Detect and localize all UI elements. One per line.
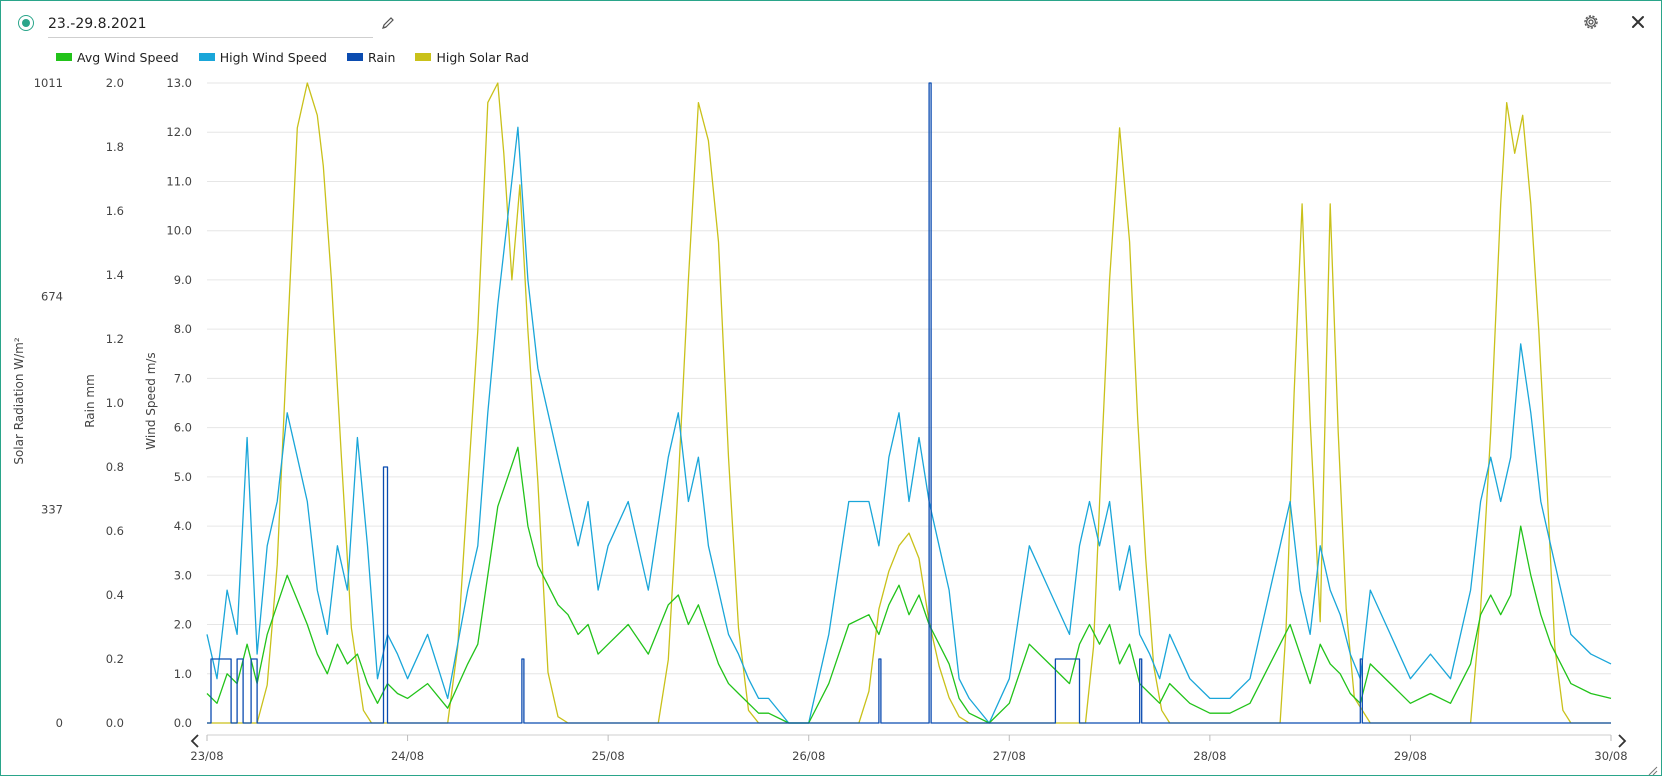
y-tick-label: 1011 — [34, 76, 63, 90]
y-tick-label: 10.0 — [166, 224, 192, 238]
x-tick-label: 27/08 — [993, 749, 1026, 763]
x-tick-label: 26/08 — [792, 749, 825, 763]
x-tick-label: 23/08 — [190, 749, 223, 763]
y-tick-label: 0.6 — [106, 524, 124, 538]
chart-legend: Avg Wind Speed High Wind Speed Rain High So… — [56, 47, 529, 67]
legend-item[interactable]: High Wind Speed — [198, 49, 327, 65]
x-tick-label: 24/08 — [391, 749, 424, 763]
y-tick-label: 13.0 — [166, 76, 192, 90]
y-tick-label: 1.0 — [174, 667, 192, 681]
y-tick-label: 1.8 — [106, 140, 124, 154]
y-tick-label: 2.0 — [106, 76, 124, 90]
series-line-rain — [207, 82, 1611, 724]
y-tick-label: 0.0 — [106, 716, 124, 730]
y-tick-label: 1.2 — [106, 332, 124, 346]
legend-swatch — [346, 53, 363, 61]
legend-label: High Solar Rad — [436, 49, 529, 65]
x-tick-label: 29/08 — [1394, 749, 1427, 763]
close-icon[interactable] — [1628, 12, 1648, 32]
header: 23.-29.8.2021 — [1, 1, 1661, 45]
gear-icon[interactable] — [1581, 12, 1601, 32]
legend-item[interactable]: Rain — [346, 49, 396, 65]
y-tick-label: 7.0 — [174, 371, 192, 385]
y-tick-label: 12.0 — [166, 125, 192, 139]
y-tick-label: 4.0 — [174, 519, 192, 533]
y-tick-label: 3.0 — [174, 568, 192, 582]
legend-label: Rain — [367, 49, 396, 65]
resize-icon[interactable] — [1646, 761, 1658, 776]
y-tick-label: 2.0 — [174, 618, 192, 632]
chevron-right-icon[interactable] — [1618, 734, 1627, 748]
y-tick-label: 11.0 — [166, 174, 192, 188]
legend-item[interactable]: Avg Wind Speed — [56, 50, 179, 65]
x-tick-label: 25/08 — [592, 749, 625, 763]
series-line-avg-wind-speed — [206, 446, 1612, 724]
y-tick-label: 337 — [41, 503, 63, 517]
x-tick-label: 30/08 — [1594, 749, 1627, 763]
y-tick-label: 0 — [56, 716, 63, 730]
date-range-title[interactable]: 23.-29.8.2021 — [48, 13, 373, 38]
y-axis-title: Solar Radiation W/m² — [12, 337, 26, 465]
legend-label: High Wind Speed — [219, 49, 327, 65]
status-dot-icon[interactable] — [18, 15, 34, 31]
y-tick-label: 0.8 — [106, 460, 124, 474]
x-tick-label: 28/08 — [1193, 749, 1226, 763]
y-tick-label: 1.0 — [106, 396, 124, 410]
y-tick-label: 6.0 — [174, 421, 192, 435]
y-tick-label: 1.4 — [106, 268, 124, 282]
pencil-icon[interactable] — [380, 15, 396, 31]
y-axis-title: Rain mm — [83, 374, 97, 428]
y-tick-label: 5.0 — [174, 470, 192, 484]
y-tick-label: 674 — [41, 289, 63, 303]
legend-swatch — [415, 53, 432, 61]
y-tick-label: 1.6 — [106, 204, 124, 218]
legend-label: Avg Wind Speed — [77, 49, 179, 65]
series-line-high-solar-rad — [207, 82, 1611, 724]
y-tick-label: 8.0 — [174, 322, 192, 336]
y-tick-label: 0.4 — [106, 588, 124, 602]
legend-swatch — [198, 53, 215, 61]
series-line-high-wind-speed — [206, 126, 1612, 724]
y-tick-label: 0.0 — [174, 716, 192, 730]
y-axis-title: Wind Speed m/s — [144, 352, 158, 449]
legend-item[interactable]: High Solar Rad — [415, 50, 529, 65]
legend-swatch — [56, 53, 72, 61]
y-tick-label: 0.2 — [106, 652, 124, 666]
chevron-left-icon[interactable] — [190, 734, 199, 748]
y-tick-label: 9.0 — [174, 273, 192, 287]
